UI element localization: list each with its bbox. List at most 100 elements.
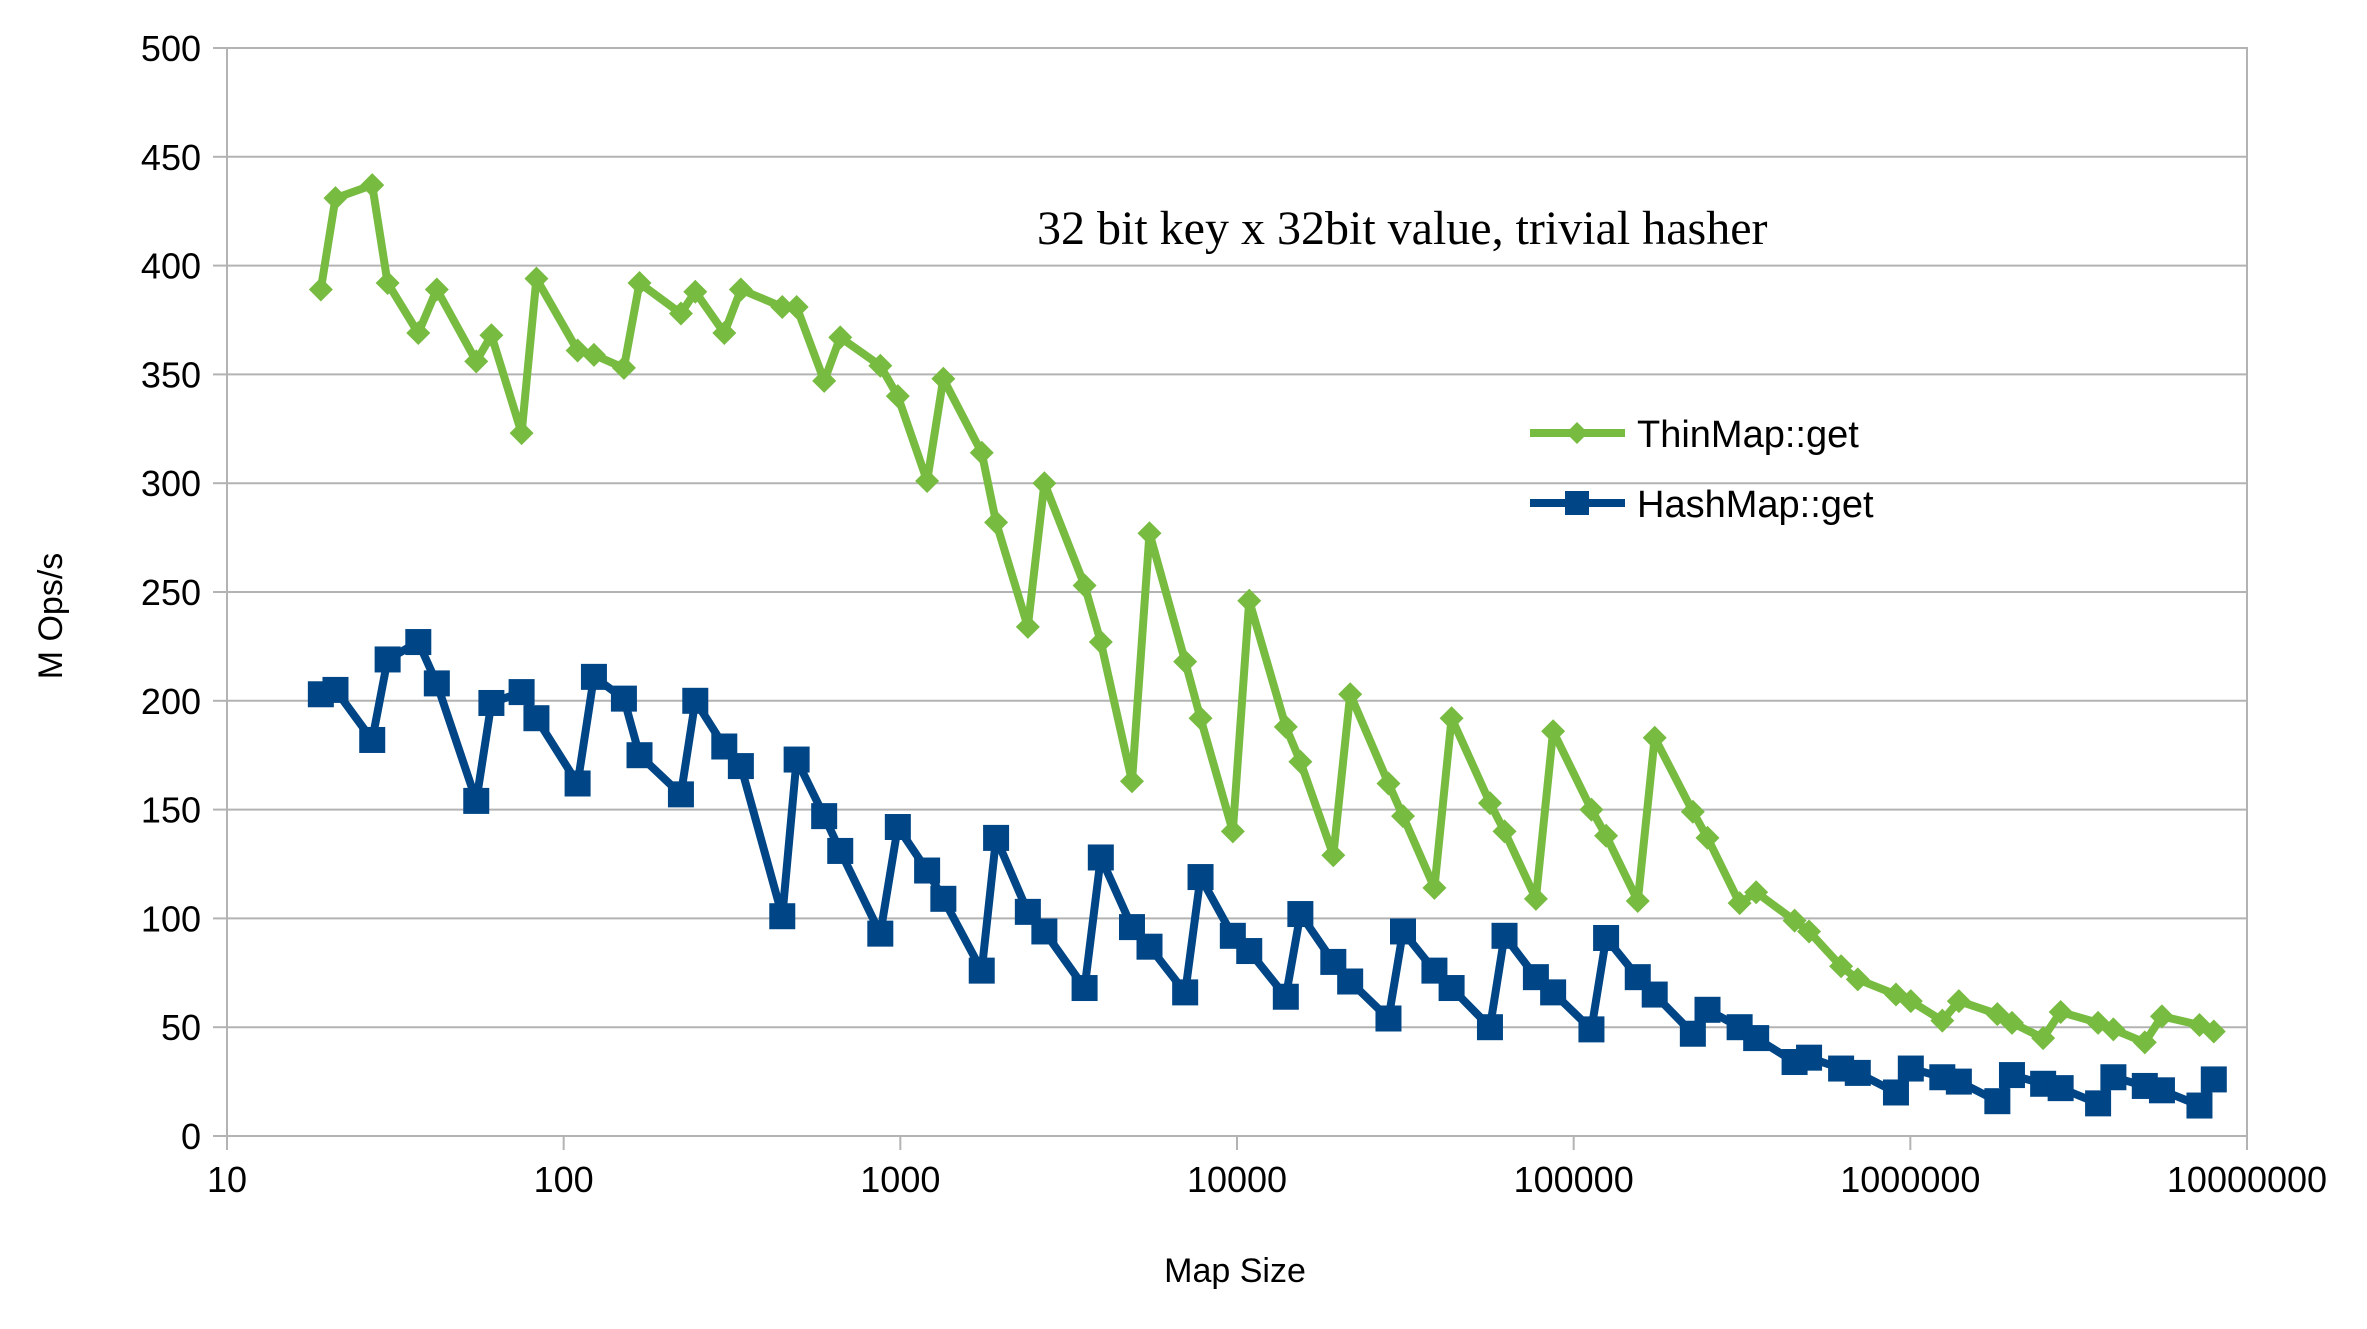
thinmap-data-point [524,266,549,291]
thinmap-data-point [1288,749,1313,774]
thinmap-data-point [1173,649,1198,674]
thinmap-data-point [1422,875,1447,900]
hashmap-data-point [1491,922,1518,949]
hashmap-data-point [769,903,796,930]
hashmap-data-point [1694,996,1721,1023]
hashmap-data-point [884,814,911,841]
hashmap-data-point [1172,979,1199,1006]
y-axis-title: M Ops/s [32,553,70,680]
x-tick-label: 10000 [1187,1159,1287,1200]
thinmap-data-point [1188,706,1213,731]
thinmap-data-point [1338,682,1363,707]
hashmap-data-point [1984,1088,2011,1115]
legend-marker-hashmap [1565,491,1589,515]
thinmap-data-point [1072,573,1097,598]
y-tick-label: 400 [141,246,201,287]
hashmap-data-point [1438,975,1465,1002]
x-tick-label: 100000 [1514,1159,1634,1200]
thinmap-data-point [1015,614,1040,639]
x-tick-label: 100 [534,1159,594,1200]
thinmap-data-point [984,510,1009,535]
hashmap-data-point [2186,1092,2213,1119]
hashmap-data-point [1337,968,1364,995]
thinmap-data-point [375,271,400,296]
hashmap-data-point [1087,844,1114,871]
hashmap-data-point [682,687,709,714]
hashmap-data-point [463,787,490,814]
thinmap-data-point [1594,823,1619,848]
thinmap-data-point [308,277,333,302]
hashmap-data-point [1593,924,1620,951]
thinmap-data-point [1898,989,1923,1014]
legend-label-thinmap: ThinMap::get [1637,414,1859,456]
thinmap-data-point [2031,1026,2056,1051]
y-tick-label: 100 [141,898,201,939]
hashmap-data-point [1136,933,1163,960]
x-tick-label: 10000000 [2167,1159,2327,1200]
thinmap-data-point [1946,989,1971,1014]
hashmap-data-point [2148,1077,2175,1104]
hashmap-data-point [1998,1062,2025,1089]
thinmap-data-point [969,440,994,465]
hashmap-data-point [423,670,450,697]
thinmap-data-point [1541,719,1566,744]
hashmap-data-point [827,837,854,864]
thinmap-data-point [1439,706,1464,731]
x-axis-title: Map Size [1164,1252,1306,1290]
hashmap-data-point [667,781,694,808]
thinmap-data-point [360,173,385,198]
thinmap-data-point [683,279,708,304]
thinmap-data-point [1391,804,1416,829]
thinmap-data-point [668,301,693,326]
thinmap-data-point [1782,908,1807,933]
hashmap-data-point [1272,983,1299,1010]
thinmap-data-point [1930,1008,1955,1033]
y-tick-label: 200 [141,681,201,722]
hashmap-data-point [564,770,591,797]
thinmap-data-point [1797,919,1822,944]
thinmap-data-point [1727,891,1752,916]
thinmap-data-point [479,323,504,348]
thinmap-data-point [581,342,606,367]
thinmap-data-point [1088,630,1113,655]
thinmap-data-point [1137,521,1162,546]
thinmap-data-point [1237,588,1262,613]
legend-marker-thinmap [1566,422,1588,444]
hashmap-data-point [1945,1068,1972,1095]
thinmap-data-point [2149,1004,2174,1029]
hashmap-data-point [1031,918,1058,945]
x-tick-label: 1000 [860,1159,940,1200]
hashmap-data-point [1897,1055,1924,1082]
hashmap-data-point [626,742,653,769]
y-axis-ticks: 0 50 100 150 200 250 300 350 400 450 500 [141,28,227,1157]
thinmap-data-point [1376,771,1401,796]
hashmap-data-point [1679,1020,1706,1047]
y-tick-label: 500 [141,28,201,69]
thinmap-data-point [1680,799,1705,824]
hashmap-data-point [523,705,550,732]
thinmap-data-point [1321,843,1346,868]
x-tick-label: 10 [207,1159,247,1200]
thinmap-data-point [770,294,795,319]
thinmap-data-point [1744,880,1769,905]
thinmap-data-point [1642,725,1667,750]
legend-label-hashmap: HashMap::get [1637,484,1874,526]
hashmap-data-point [1375,1005,1402,1032]
thinmap-data-point [509,421,534,446]
thinmap-data-point [812,368,837,393]
hashmap-data-point [1540,979,1567,1006]
hashmap-data-point [322,676,349,703]
hashmap-data-point [1743,1025,1770,1052]
hashmap-data-point [930,885,957,912]
hashmap-data-point [783,746,810,773]
hashmap-data-point [983,824,1010,851]
hashmap-data-point [1187,864,1214,891]
chart-title: 32 bit key x 32bit value, trivial hasher [1037,202,1768,255]
thinmap-data-point [406,321,431,346]
thinmap-data-point [2048,999,2073,1024]
hashmap-data-point [1578,1016,1605,1043]
thinmap-data-point [728,277,753,302]
hashmap-data-point [1641,981,1668,1008]
